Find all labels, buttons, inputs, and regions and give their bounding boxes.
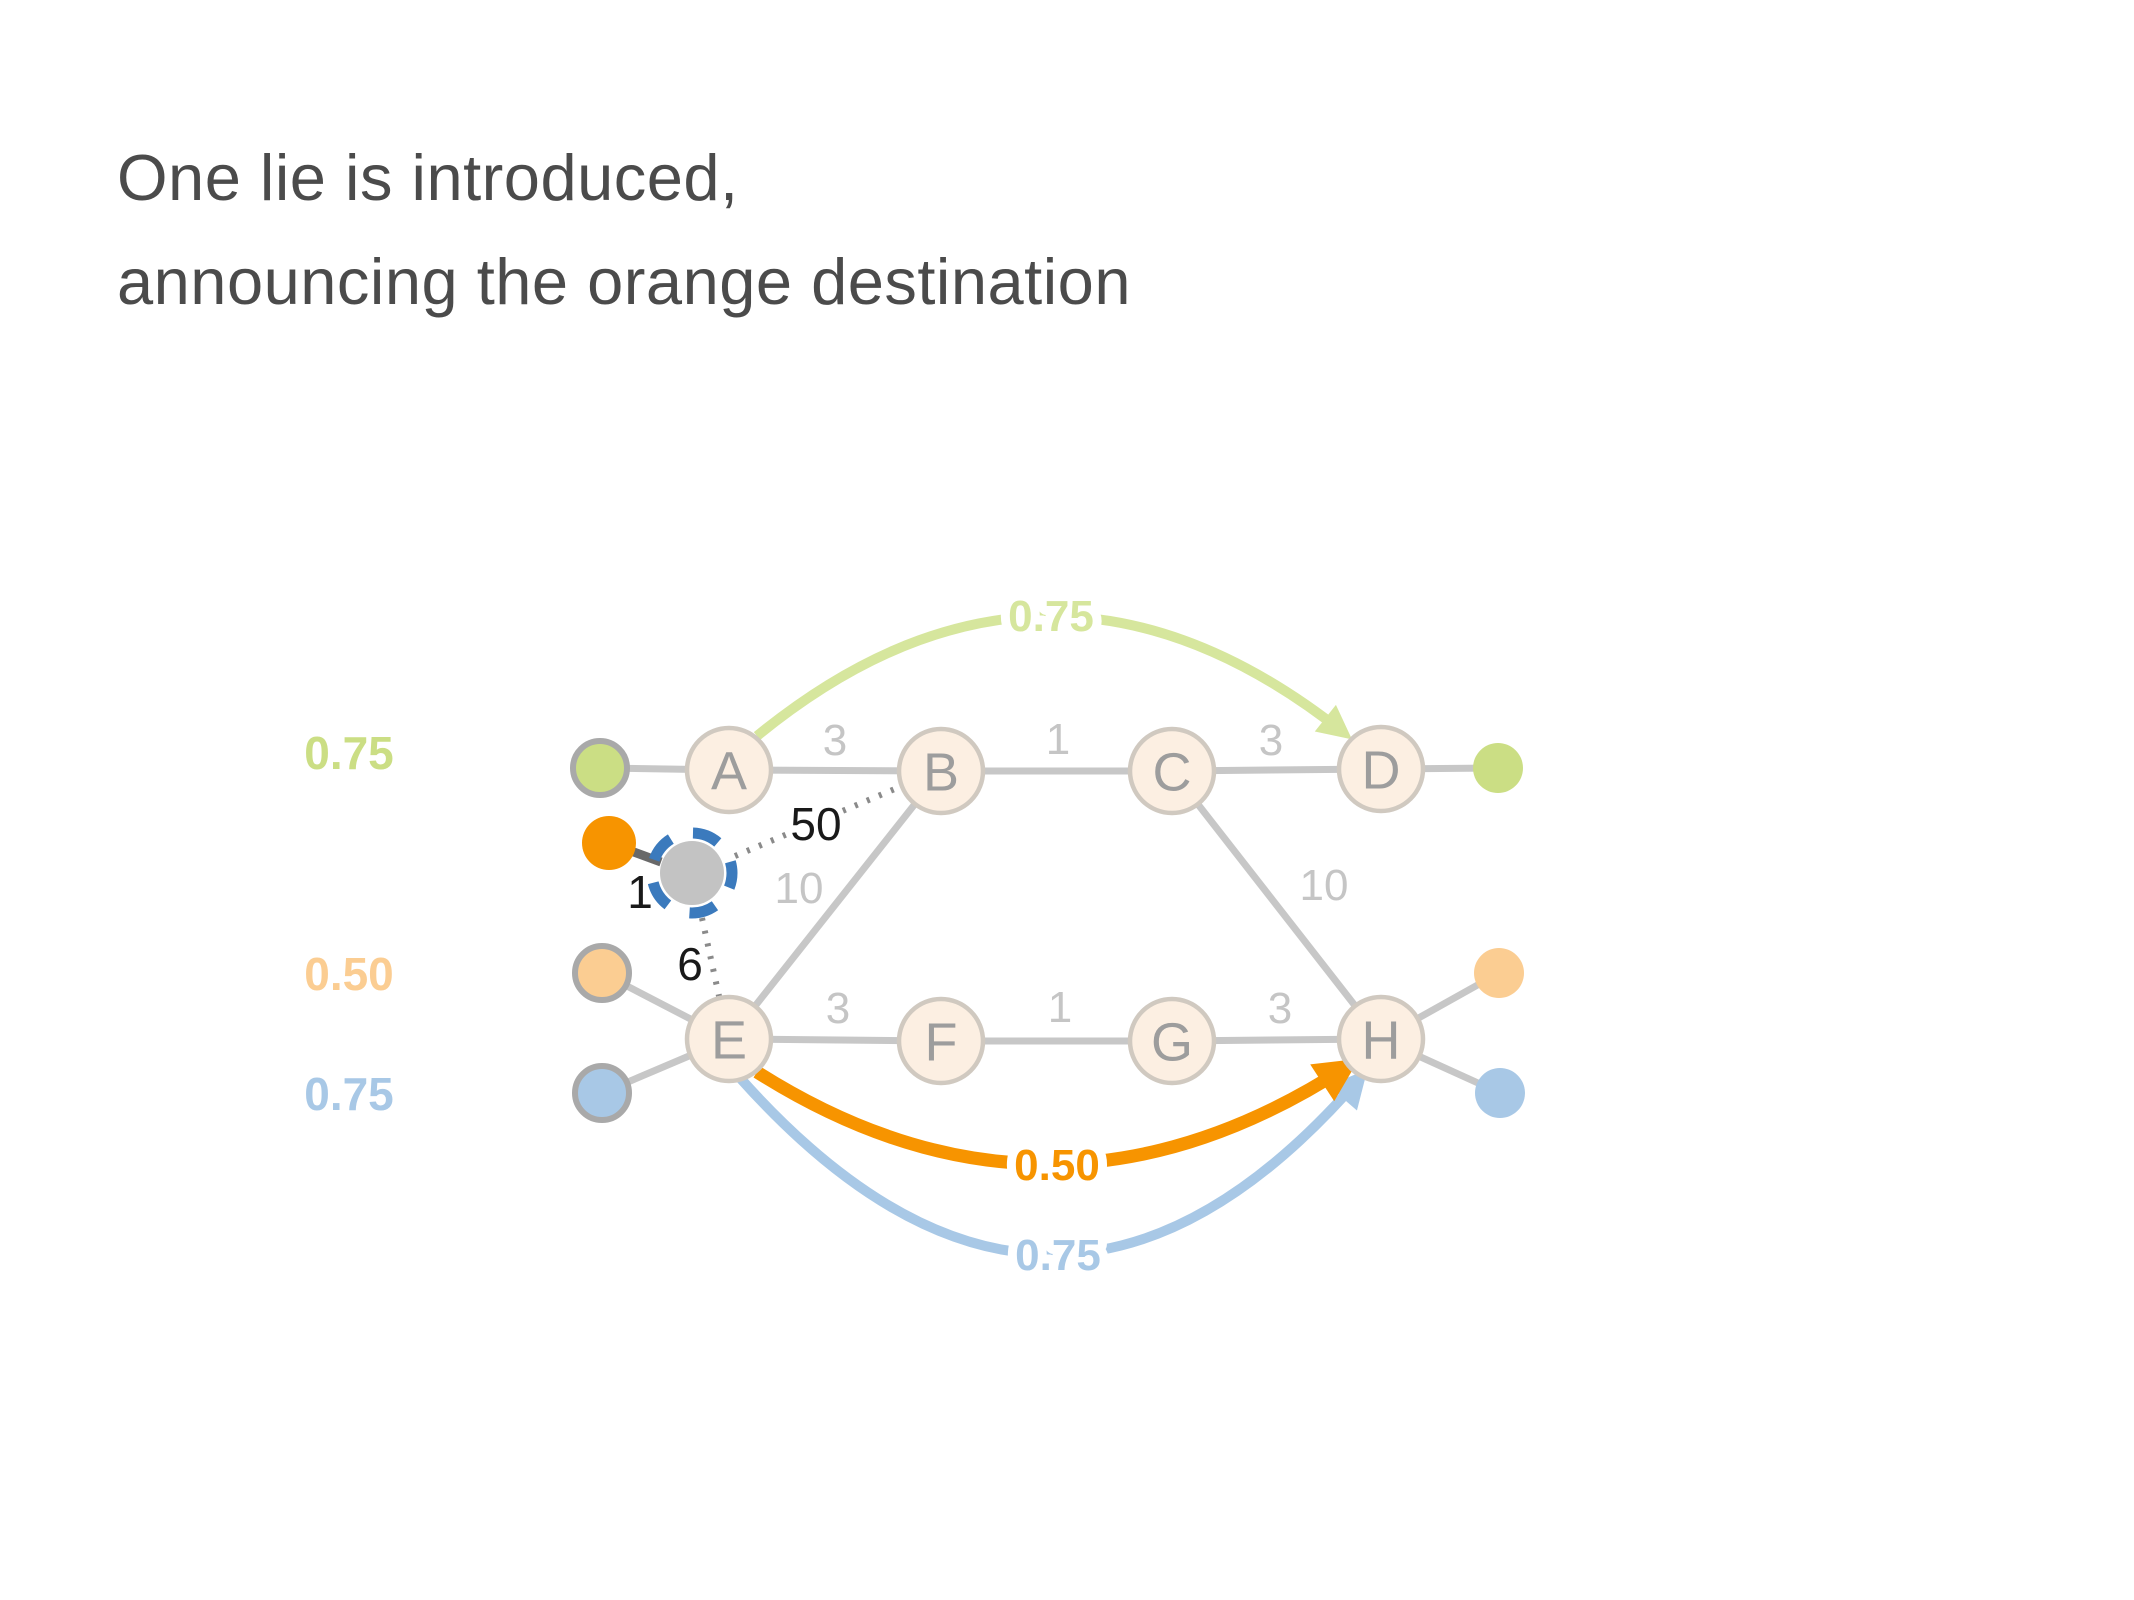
liar-node [660, 841, 724, 905]
edge-weight: 10 [775, 864, 824, 913]
arc-label-orange: 0.50 [1014, 1141, 1100, 1190]
node-B [896, 726, 986, 816]
node-label-H: H [1362, 1010, 1401, 1070]
edge-weight: 3 [1259, 716, 1283, 765]
lie-weight: 1 [627, 866, 653, 918]
title-line-2: announcing the orange destination [117, 245, 1131, 318]
edge-weight: 1 [1048, 983, 1072, 1032]
side-label: 0.50 [304, 948, 394, 1000]
node-label-G: G [1151, 1012, 1193, 1072]
slide-title: One lie is introduced, announcing the or… [117, 126, 1131, 334]
edge-weight: 1 [1046, 715, 1070, 764]
peach-right-terminal [1474, 948, 1524, 998]
node-A [684, 725, 774, 815]
node-label-C: C [1153, 742, 1192, 802]
arc-label-blue: 0.75 [1015, 1231, 1101, 1280]
node-label-E: E [711, 1010, 747, 1070]
lie-link-6 [699, 917, 722, 997]
blue-right-terminal [1475, 1068, 1525, 1118]
edge-weight: 10 [1300, 861, 1349, 910]
liar-ring [646, 827, 738, 919]
green-left-terminal [570, 738, 630, 798]
lie-weight: 6 [677, 938, 703, 990]
lie-weight: 50 [790, 798, 841, 850]
arc-label-green: 0.75 [1008, 592, 1094, 641]
node-label-B: B [923, 742, 959, 802]
node-C [1127, 726, 1217, 816]
side-label: 0.75 [304, 1068, 394, 1120]
side-label: 0.75 [304, 727, 394, 779]
arc-orange [753, 1058, 1360, 1171]
arc-blue [737, 1069, 1368, 1260]
node-E [684, 994, 774, 1084]
node-H [1336, 994, 1426, 1084]
node-label-F: F [925, 1012, 958, 1072]
arc-green [753, 611, 1352, 740]
edge-weight: 3 [826, 984, 850, 1033]
blue-left-terminal [572, 1063, 632, 1123]
peach-left-terminal [572, 943, 632, 1003]
edge-weight: 3 [1268, 984, 1292, 1033]
edge-weight: 3 [823, 716, 847, 765]
edge [1169, 768, 1384, 1042]
node-G [1127, 996, 1217, 1086]
edge [726, 768, 944, 1042]
node-label-D: D [1362, 740, 1401, 800]
node-D [1336, 724, 1426, 814]
node-label-A: A [711, 741, 747, 801]
green-right-terminal [1473, 743, 1523, 793]
node-F [896, 996, 986, 1086]
title-line-1: One lie is introduced, [117, 141, 739, 214]
orange-lie-terminal [582, 816, 636, 870]
